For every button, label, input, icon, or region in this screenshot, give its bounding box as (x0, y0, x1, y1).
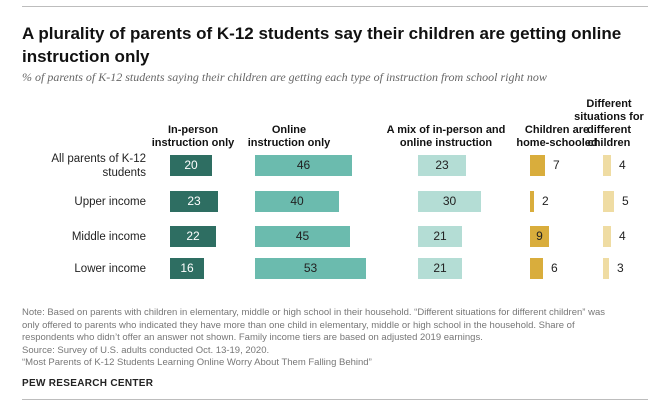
bar-value-label: 2 (542, 194, 549, 208)
bar-value-label: 53 (303, 261, 318, 275)
bar-value-label: 6 (551, 261, 558, 275)
bar-value-label: 23 (435, 158, 449, 172)
row-label: All parents of K-12 students (51, 152, 146, 179)
bar (530, 191, 534, 212)
bar (170, 155, 212, 176)
bar (170, 191, 218, 212)
bar-value-label: 20 (184, 158, 198, 172)
note-line: respondents who didn’t offer an answer n… (22, 332, 483, 343)
report-title-line: “Most Parents of K-12 Students Learning … (22, 357, 372, 368)
bar (603, 226, 611, 247)
brand-logo-text: PEW RESEARCH CENTER (22, 378, 154, 389)
bar-value-label: 5 (622, 194, 629, 208)
bar (170, 226, 216, 247)
bar-value-label: 3 (617, 261, 624, 275)
bar-value-label: 46 (296, 158, 311, 172)
bar (418, 226, 462, 247)
bar-value-label: 16 (180, 261, 194, 275)
note-line: Note: Based on parents with children in … (22, 307, 605, 318)
bar-value-label: 21 (433, 261, 447, 275)
bar (530, 155, 545, 176)
row-label: Upper income (74, 195, 146, 208)
bar (418, 155, 466, 176)
bar-value-label: 9 (536, 229, 543, 243)
chart-subtitle: % of parents of K-12 students saying the… (22, 70, 547, 84)
bar-value-label: 7 (553, 158, 560, 172)
column-header: In-person instruction only (151, 124, 235, 149)
source-line: Source: Survey of U.S. adults conducted … (22, 344, 270, 356)
bar-value-label: 30 (442, 194, 457, 208)
bar-value-label: 4 (619, 158, 626, 172)
row-label: Middle income (71, 230, 146, 243)
footnotes: Note: Based on parents with children in … (22, 307, 648, 370)
bar (603, 258, 609, 279)
column-header: Different situations for different child… (574, 98, 644, 149)
note-line: only offered to parents who indicated th… (22, 319, 575, 331)
top-divider (22, 6, 648, 7)
bar (255, 191, 339, 212)
bar (255, 226, 350, 247)
bar (170, 258, 204, 279)
column-header: Online instruction only (247, 124, 331, 149)
bar-value-label: 21 (433, 229, 447, 243)
bar-value-label: 4 (619, 229, 626, 243)
bar (603, 191, 614, 212)
bar (418, 258, 462, 279)
bar (530, 226, 549, 247)
bottom-divider (22, 399, 648, 400)
bar-value-label: 45 (295, 229, 310, 243)
bar (255, 258, 366, 279)
column-header: A mix of in-person and online instructio… (386, 124, 506, 149)
bar-value-label: 40 (290, 194, 304, 208)
bar (530, 258, 543, 279)
row-label: Lower income (74, 262, 146, 275)
chart-title: A plurality of parents of K-12 students … (22, 24, 622, 66)
column-header: Children are home-schooled (516, 124, 598, 149)
bar-value-label: 22 (186, 229, 200, 243)
bar (255, 155, 352, 176)
bar (603, 155, 611, 176)
bar (418, 191, 481, 212)
bar-value-label: 23 (187, 194, 201, 208)
